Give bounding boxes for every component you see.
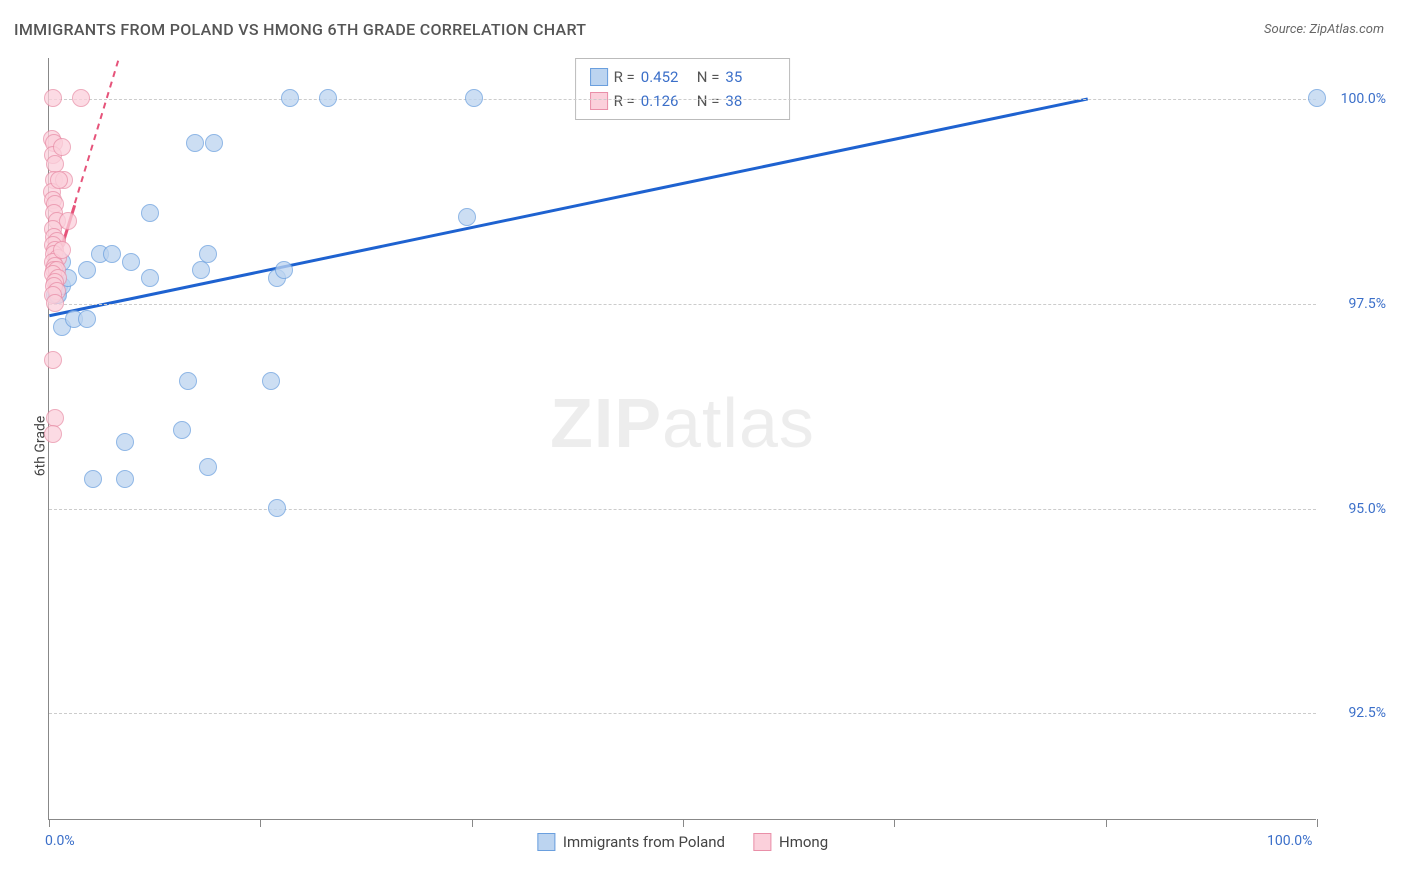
data-point bbox=[173, 421, 191, 439]
data-point bbox=[458, 208, 476, 226]
data-point bbox=[141, 204, 159, 222]
data-point bbox=[103, 245, 121, 263]
legend-r-value: 0.452 bbox=[641, 65, 691, 89]
legend-swatch bbox=[590, 68, 608, 86]
legend-r-label: R = bbox=[614, 89, 635, 113]
data-point bbox=[59, 212, 77, 230]
data-point bbox=[78, 261, 96, 279]
y-tick-label: 100.0% bbox=[1326, 91, 1386, 107]
legend-swatch bbox=[753, 833, 771, 851]
y-axis-label: 6th Grade bbox=[32, 416, 48, 477]
legend-series-label: Immigrants from Poland bbox=[563, 833, 725, 851]
data-point bbox=[84, 470, 102, 488]
data-point bbox=[44, 425, 62, 443]
data-point bbox=[122, 253, 140, 271]
data-point bbox=[199, 458, 217, 476]
plot-area: ZIPatlas R =0.452N =35R =0.126N =38 Immi… bbox=[48, 58, 1316, 820]
legend-n-label: N = bbox=[697, 89, 720, 113]
data-point bbox=[44, 89, 62, 107]
source-credit: Source: ZipAtlas.com bbox=[1264, 22, 1384, 37]
data-point bbox=[46, 294, 64, 312]
gridline bbox=[49, 304, 1316, 305]
legend-n-value: 35 bbox=[725, 65, 775, 89]
source-label: Source: bbox=[1264, 22, 1309, 37]
legend-swatch bbox=[590, 92, 608, 110]
watermark-bold: ZIP bbox=[550, 384, 662, 462]
source-name: ZipAtlas.com bbox=[1309, 22, 1384, 37]
x-tick bbox=[260, 819, 261, 827]
legend-series-item: Hmong bbox=[753, 833, 828, 851]
data-point bbox=[199, 245, 217, 263]
x-tick bbox=[472, 819, 473, 827]
x-tick bbox=[1106, 819, 1107, 827]
legend-r-label: R = bbox=[614, 65, 635, 89]
data-point bbox=[192, 261, 210, 279]
legend-series-label: Hmong bbox=[779, 833, 828, 851]
data-point bbox=[186, 134, 204, 152]
data-point bbox=[46, 155, 64, 173]
legend-stat-row: R = 0.452 N =35 bbox=[590, 65, 776, 89]
data-point bbox=[44, 351, 62, 369]
data-point bbox=[116, 433, 134, 451]
data-point bbox=[179, 372, 197, 390]
y-tick-label: 97.5% bbox=[1326, 296, 1386, 312]
x-tick-label: 0.0% bbox=[45, 833, 75, 849]
data-point bbox=[205, 134, 223, 152]
y-tick-label: 95.0% bbox=[1326, 501, 1386, 517]
legend-swatch bbox=[537, 833, 555, 851]
legend-n-label: N = bbox=[697, 65, 720, 89]
data-point bbox=[262, 372, 280, 390]
gridline bbox=[49, 509, 1316, 510]
data-point bbox=[281, 89, 299, 107]
x-tick bbox=[49, 819, 50, 827]
data-point bbox=[116, 470, 134, 488]
watermark: ZIPatlas bbox=[550, 383, 815, 463]
x-tick-label: 100.0% bbox=[1267, 833, 1312, 849]
data-point bbox=[72, 89, 90, 107]
legend-r-value: 0.126 bbox=[641, 89, 691, 113]
data-point bbox=[141, 269, 159, 287]
chart-title: IMMIGRANTS FROM POLAND VS HMONG 6TH GRAD… bbox=[14, 20, 586, 39]
gridline bbox=[49, 99, 1316, 100]
legend-series-item: Immigrants from Poland bbox=[537, 833, 725, 851]
data-point bbox=[268, 499, 286, 517]
legend-stats: R = 0.452 N =35 R = 0.126 N =38 bbox=[575, 58, 791, 120]
legend-stat-row: R = 0.126 N =38 bbox=[590, 89, 776, 113]
y-tick-label: 92.5% bbox=[1326, 705, 1386, 721]
data-point bbox=[1308, 89, 1326, 107]
data-point bbox=[465, 89, 483, 107]
gridline bbox=[49, 713, 1316, 714]
data-point bbox=[319, 89, 337, 107]
watermark-rest: atlas bbox=[662, 384, 815, 462]
data-point bbox=[78, 310, 96, 328]
x-tick bbox=[1317, 819, 1318, 827]
data-point bbox=[50, 171, 68, 189]
legend-series: Immigrants from Poland Hmong bbox=[537, 833, 828, 851]
x-tick bbox=[894, 819, 895, 827]
data-point bbox=[53, 138, 71, 156]
legend-n-value: 38 bbox=[725, 89, 775, 113]
trend-lines-layer bbox=[49, 58, 1316, 819]
data-point bbox=[275, 261, 293, 279]
data-point bbox=[53, 241, 71, 259]
data-point bbox=[46, 409, 64, 427]
x-tick bbox=[683, 819, 684, 827]
